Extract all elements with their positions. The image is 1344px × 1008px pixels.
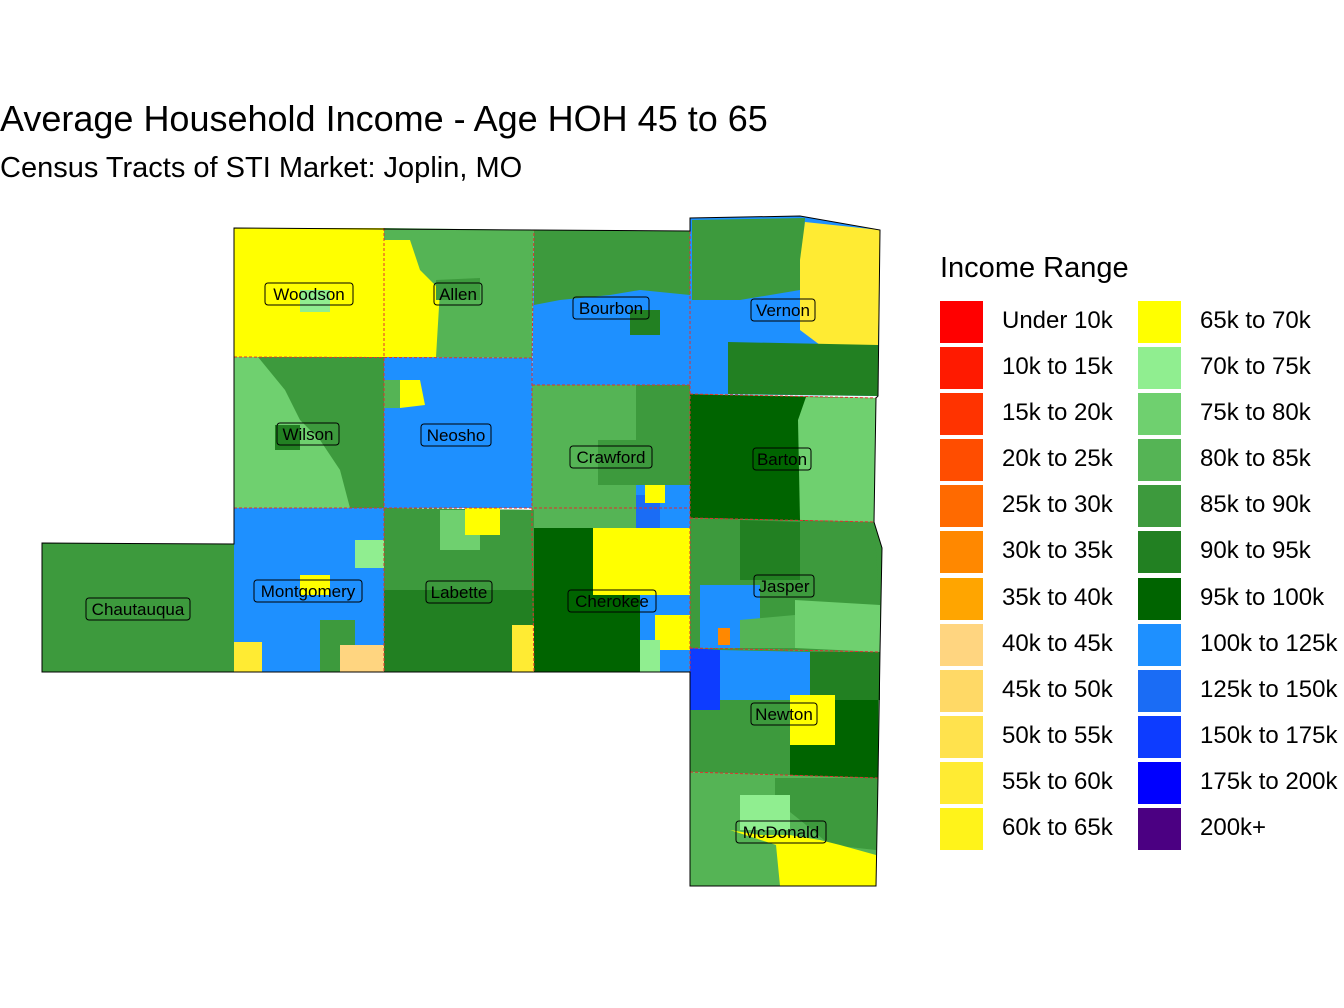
county-wilson[interactable] xyxy=(234,357,384,508)
legend-label: 65k to 70k xyxy=(1200,307,1311,334)
legend-swatch xyxy=(1138,301,1181,343)
county-label-chautauqua: Chautauqua xyxy=(85,597,191,621)
legend-swatch xyxy=(1138,715,1181,758)
svg-text:Allen: Allen xyxy=(439,285,477,304)
legend-label: 45k to 50k xyxy=(1002,675,1113,703)
market-outline xyxy=(41,215,883,887)
legend-swatch xyxy=(940,301,983,343)
county-neosho[interactable] xyxy=(384,357,532,508)
county-woodson[interactable] xyxy=(234,228,384,357)
map-title: Average Household Income - Age HOH 45 to… xyxy=(0,98,768,139)
county-label-wilson: Wilson xyxy=(276,422,340,446)
legend-label: 90k to 95k xyxy=(1200,537,1311,565)
county-label-woodson: Woodson xyxy=(264,282,354,306)
county-label-jasper: Jasper xyxy=(753,574,815,598)
county-crawford[interactable] xyxy=(532,385,690,528)
legend-swatch xyxy=(940,439,983,482)
svg-text:Labette: Labette xyxy=(431,583,488,602)
county-cherokee[interactable] xyxy=(534,528,690,672)
legend-label: 55k to 60k xyxy=(1002,767,1113,795)
county-label-crawford: Crawford xyxy=(569,445,653,469)
legend-swatch xyxy=(1138,669,1181,712)
svg-text:Barton: Barton xyxy=(757,450,807,469)
svg-text:Crawford: Crawford xyxy=(577,448,646,467)
legend-label: 10k to 15k xyxy=(1002,353,1113,381)
county-label-mcdonald: McDonald xyxy=(735,820,827,844)
svg-text:Vernon: Vernon xyxy=(756,301,810,320)
county-barton[interactable] xyxy=(690,394,876,522)
county-allen[interactable] xyxy=(384,228,534,358)
county-labette[interactable] xyxy=(384,508,534,672)
legend-label: 100k to 125k xyxy=(1200,629,1338,657)
county-label-neosho: Neosho xyxy=(420,423,492,447)
legend-swatch xyxy=(940,715,983,758)
legend-swatch xyxy=(1138,531,1181,574)
legend-label: 40k to 45k xyxy=(1002,629,1113,657)
legend-swatch xyxy=(940,393,983,436)
legend-swatch xyxy=(940,623,983,666)
svg-text:Cherokee: Cherokee xyxy=(575,592,649,611)
legend-label: 50k to 55k xyxy=(1002,721,1113,749)
county-label-labette: Labette xyxy=(425,580,493,604)
choropleth-map: Woodson Allen Bourbon Vernon Wilson Neos… xyxy=(41,215,883,887)
legend-label: 95k to 100k xyxy=(1200,583,1325,611)
legend-label: 85k to 90k xyxy=(1200,491,1311,519)
svg-text:Neosho: Neosho xyxy=(427,426,486,445)
legend-swatch xyxy=(940,485,983,528)
legend-label: 75k to 80k xyxy=(1200,399,1311,427)
svg-text:Wilson: Wilson xyxy=(282,425,333,444)
svg-text:Newton: Newton xyxy=(755,705,813,724)
legend-swatch xyxy=(940,761,983,804)
legend-label: 25k to 30k xyxy=(1002,491,1113,519)
legend-swatch xyxy=(940,531,983,574)
legend-swatch xyxy=(1138,623,1181,666)
svg-text:Jasper: Jasper xyxy=(758,577,809,596)
county-chautauqua[interactable] xyxy=(42,543,234,672)
county-labels: Woodson Allen Bourbon Vernon Wilson Neos… xyxy=(85,282,827,844)
legend-label: 125k to 150k xyxy=(1200,675,1338,703)
svg-text:Bourbon: Bourbon xyxy=(579,299,643,318)
legend-swatch xyxy=(1138,347,1181,390)
map-subtitle: Census Tracts of STI Market: Joplin, MO xyxy=(0,152,523,184)
county-jasper[interactable] xyxy=(690,518,882,652)
legend-label: 35k to 40k xyxy=(1002,583,1113,611)
county-label-barton: Barton xyxy=(752,447,812,471)
county-newton[interactable] xyxy=(690,648,880,778)
county-label-cherokee: Cherokee xyxy=(567,589,657,613)
legend-label: 175k to 200k xyxy=(1200,767,1338,795)
county-label-montgomery: Montgomery xyxy=(253,579,363,603)
legend-swatch xyxy=(940,669,983,712)
svg-text:Chautauqua: Chautauqua xyxy=(92,600,185,619)
legend-swatch xyxy=(1138,485,1181,528)
legend-label: 60k to 65k xyxy=(1002,814,1113,842)
county-boundaries xyxy=(233,228,881,779)
legend-label: 200k+ xyxy=(1200,814,1267,842)
legend-label: Under 10k xyxy=(1002,307,1113,334)
county-vernon[interactable] xyxy=(690,216,880,396)
legend-swatch xyxy=(1138,393,1181,436)
county-label-newton: Newton xyxy=(750,702,818,726)
legend-swatch xyxy=(1138,577,1181,620)
legend-title: Income Range xyxy=(940,252,1129,284)
legend-label: 70k to 75k xyxy=(1200,353,1311,381)
legend-label: 80k to 85k xyxy=(1200,445,1311,473)
county-bourbon[interactable] xyxy=(532,230,690,385)
legend-swatch xyxy=(1138,761,1181,804)
legend-label: 15k to 20k xyxy=(1002,399,1113,427)
svg-text:Montgomery: Montgomery xyxy=(261,582,356,601)
legend-swatch xyxy=(940,577,983,620)
county-montgomery[interactable] xyxy=(234,508,384,672)
legend-label: 150k to 175k xyxy=(1200,721,1338,749)
svg-text:McDonald: McDonald xyxy=(743,823,820,842)
county-label-vernon: Vernon xyxy=(750,298,816,322)
svg-text:Woodson: Woodson xyxy=(273,285,345,304)
legend-swatch xyxy=(940,347,983,390)
county-label-bourbon: Bourbon xyxy=(572,296,650,320)
legend-swatch xyxy=(940,808,983,851)
legend-swatch xyxy=(1138,808,1181,851)
legend-swatch xyxy=(1138,439,1181,482)
legend-label: 20k to 25k xyxy=(1002,445,1113,473)
county-label-allen: Allen xyxy=(433,282,483,306)
legend-label: 30k to 35k xyxy=(1002,537,1113,565)
